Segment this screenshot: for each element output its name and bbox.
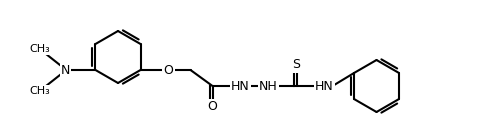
Text: HN: HN <box>231 79 250 93</box>
Text: NH: NH <box>259 79 278 93</box>
Text: S: S <box>293 58 301 72</box>
Text: CH₃: CH₃ <box>29 86 50 96</box>
Text: CH₃: CH₃ <box>29 44 50 54</box>
Text: O: O <box>208 100 217 114</box>
Text: O: O <box>163 63 174 77</box>
Text: HN: HN <box>315 79 334 93</box>
Text: N: N <box>61 63 70 77</box>
